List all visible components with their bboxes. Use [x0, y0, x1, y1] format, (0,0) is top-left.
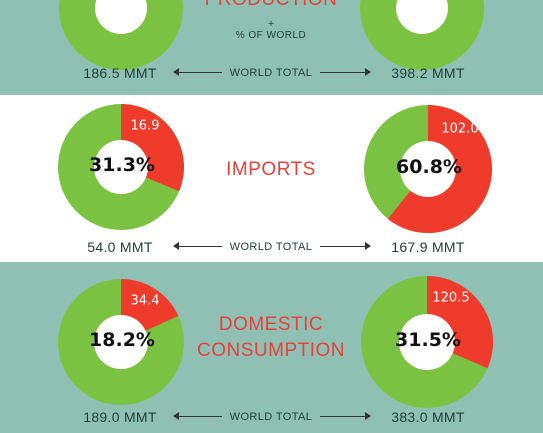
- imports-total-row: 54.0 MMT WORLD TOTAL 167.9 MMT: [0, 239, 543, 259]
- share-percent-label: 31.5%: [395, 329, 461, 351]
- right-arrow: [320, 412, 371, 420]
- donut-svg: [58, 279, 184, 405]
- slice-value-label: 120.5: [432, 290, 470, 306]
- share-percent-label: 60.8%: [396, 156, 462, 178]
- donut-hole: [94, 315, 148, 369]
- right-arrow: [320, 242, 371, 250]
- left-arrow: [173, 412, 222, 420]
- production-title: PRODUCTION: [205, 0, 338, 12]
- imports-title: IMPORTS: [226, 159, 316, 180]
- right-arrow: [320, 68, 371, 76]
- imports-left-total: 54.0 MMT: [87, 239, 153, 255]
- production-right-total: 398.2 MMT: [391, 65, 465, 81]
- consumption-title-line1: DOMESTIC: [218, 314, 324, 335]
- donut-svg: [361, 276, 493, 408]
- slice-value-label: 34.4: [130, 293, 160, 309]
- plus-symbol: +: [268, 19, 274, 30]
- donut-hole: [94, 140, 148, 194]
- slice-value-label: 102.0: [441, 121, 479, 137]
- imports-world-total-label: WORLD TOTAL: [229, 241, 313, 253]
- imports-right-total: 167.9 MMT: [391, 239, 465, 255]
- donut-svg: [58, 104, 185, 230]
- consumption-world-total-label: WORLD TOTAL: [229, 411, 313, 423]
- consumption-right-total: 383.0 MMT: [391, 409, 465, 425]
- left-arrow: [173, 242, 222, 250]
- consumption-title-line2: CONSUMPTION: [197, 340, 345, 361]
- donut-hole: [399, 314, 455, 370]
- production-total-row: 186.5 MMT WORLD TOTAL 398.2 MMT: [0, 65, 543, 85]
- consumption-total-row: 189.0 MMT WORLD TOTAL 383.0 MMT: [0, 409, 543, 429]
- left-arrow: [173, 68, 222, 76]
- donut-svg: [364, 105, 492, 233]
- production-donut-right: [360, 0, 484, 70]
- share-percent-label: 18.2%: [89, 329, 155, 351]
- donut-hole: [400, 141, 456, 197]
- production-left-total: 186.5 MMT: [83, 65, 157, 81]
- production-subtitle: % OF WORLD: [235, 30, 307, 41]
- production-world-total-label: WORLD TOTAL: [229, 67, 313, 79]
- share-percent-label: 31.3%: [89, 154, 155, 176]
- consumption-left-total: 189.0 MMT: [83, 409, 157, 425]
- production-donut-left: [59, 0, 183, 70]
- slice-value-label: 16.9: [130, 118, 160, 134]
